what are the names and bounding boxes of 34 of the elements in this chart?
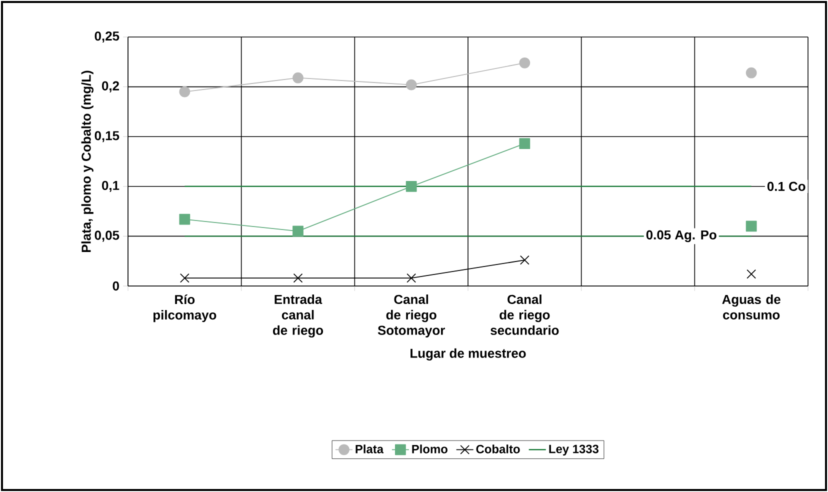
x-tick-label: Río pilcomayo <box>154 294 216 322</box>
x-tick-label: Entrada canal de riego <box>272 294 324 338</box>
x-axis-title: Lugar de muestreo <box>410 348 526 360</box>
annotation: 0.1 Co <box>767 182 806 191</box>
y-tick-label: 0,25 <box>94 31 120 43</box>
x-tick-label: Aguas de consumo <box>722 294 780 320</box>
point <box>746 269 756 279</box>
point <box>180 273 190 283</box>
y-axis-title: Plata, plomo y Cobalto (mg/L) <box>81 70 94 252</box>
point <box>293 273 303 283</box>
point <box>520 255 530 265</box>
point <box>406 273 416 283</box>
point <box>292 72 304 84</box>
point <box>746 67 757 78</box>
y-tick-label: 0 <box>112 281 119 291</box>
y-tick-label: 0,2 <box>102 81 119 92</box>
point <box>179 86 190 98</box>
point <box>292 226 304 237</box>
y-tick-label: 0,15 <box>94 131 120 142</box>
legend-label: Ley 1333 <box>549 444 599 456</box>
point <box>406 79 417 90</box>
legend-label: Plata <box>356 444 384 454</box>
y-tick-label: 0,1 <box>102 180 120 192</box>
x-tick-label: Canal de riego Sotomayor <box>378 294 445 338</box>
point <box>406 180 417 192</box>
point <box>179 214 190 225</box>
point <box>519 138 530 150</box>
x-tick-label: Canal de riego secundario <box>490 294 559 335</box>
legend-label: Plomo <box>412 444 448 454</box>
annotation: 0.05 Ag. Po <box>646 230 716 242</box>
point <box>746 220 757 232</box>
point <box>519 57 530 68</box>
y-tick-label: 0,05 <box>94 230 120 242</box>
legend-label: Cobalto <box>476 444 520 454</box>
